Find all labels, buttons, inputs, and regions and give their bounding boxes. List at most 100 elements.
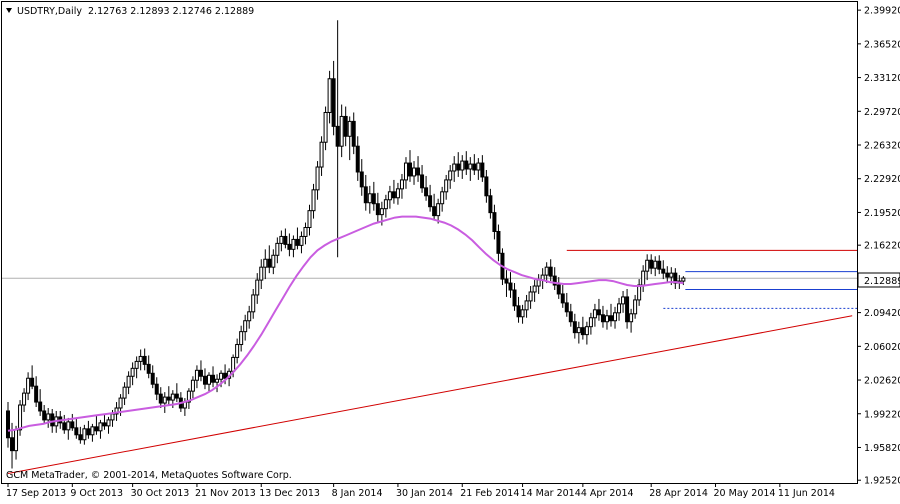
candle-body bbox=[255, 279, 260, 296]
candle-body bbox=[504, 278, 509, 284]
candle-body bbox=[524, 300, 529, 311]
y-tick-label: 2.09420 bbox=[864, 308, 900, 319]
candle-body bbox=[186, 390, 191, 403]
overlay-lines bbox=[2, 249, 857, 474]
y-tick-label: 1.92520 bbox=[864, 476, 900, 487]
candle-body bbox=[223, 372, 228, 379]
y-tick-label: 2.39920 bbox=[864, 6, 900, 17]
candle-body bbox=[259, 266, 264, 281]
x-tick-label: 13 Dec 2013 bbox=[259, 488, 320, 499]
chart-menu-arrow-icon[interactable] bbox=[6, 8, 12, 13]
candle-body bbox=[641, 270, 646, 286]
candle-body bbox=[34, 385, 39, 403]
candle-body bbox=[456, 163, 461, 171]
candle-body bbox=[363, 186, 368, 204]
candle-body bbox=[207, 374, 211, 385]
candle-body bbox=[243, 320, 248, 333]
y-tick-label: 2.22920 bbox=[864, 174, 900, 185]
candle-body bbox=[283, 235, 288, 245]
candle-body bbox=[476, 162, 481, 171]
candle-body bbox=[536, 279, 541, 287]
candle-body bbox=[645, 259, 650, 272]
candle-body bbox=[307, 210, 312, 229]
candle-body bbox=[198, 369, 203, 377]
candle-body bbox=[367, 193, 372, 204]
candle-body bbox=[231, 356, 236, 372]
candle-body bbox=[46, 413, 51, 421]
candle-body bbox=[408, 162, 412, 177]
candle-body bbox=[649, 259, 654, 269]
candle-body bbox=[235, 344, 240, 358]
candle-body bbox=[74, 427, 79, 436]
candle-body bbox=[564, 302, 569, 313]
candle-body bbox=[66, 421, 71, 431]
candle-body bbox=[452, 163, 457, 172]
candle-body bbox=[287, 243, 292, 250]
candle-body bbox=[327, 78, 332, 113]
y-tick-label: 1.95820 bbox=[864, 443, 900, 454]
candle-body bbox=[464, 160, 469, 170]
candle-body bbox=[267, 258, 272, 268]
candle-body bbox=[22, 392, 27, 406]
candle-body bbox=[38, 401, 43, 412]
candle-body bbox=[315, 166, 320, 191]
candle-body bbox=[544, 266, 549, 276]
copyright-text: GCM MetaTrader, © 2001-2014, MetaQuotes … bbox=[6, 470, 292, 481]
candle-body bbox=[588, 317, 593, 328]
candle-body bbox=[343, 115, 348, 137]
y-tick-label: 2.02620 bbox=[864, 376, 900, 387]
candle-body bbox=[604, 315, 609, 323]
candle-body bbox=[629, 313, 634, 323]
x-tick-label: 11 Jun 2014 bbox=[778, 488, 835, 499]
candle-body bbox=[661, 268, 666, 274]
candle-body bbox=[170, 393, 175, 401]
candle-body bbox=[472, 163, 477, 171]
candle-body bbox=[399, 179, 404, 190]
candle-body bbox=[311, 189, 316, 212]
candle-body bbox=[665, 272, 670, 278]
candle-body bbox=[251, 294, 256, 313]
moving-average bbox=[7, 215, 684, 432]
candle-body bbox=[512, 289, 517, 307]
candle-body bbox=[681, 277, 686, 282]
candle-body bbox=[383, 199, 388, 210]
candle-body bbox=[600, 314, 605, 323]
candle-body bbox=[468, 163, 473, 170]
candle-body bbox=[395, 188, 400, 199]
candle-body bbox=[480, 162, 485, 178]
x-axis: 17 Sep 2013 9 Oct 2013 30 Oct 2013 21 Nov 2… bbox=[6, 483, 835, 499]
y-axis: 2.39920 2.36520 2.33120 2.29720 2.26320 2.229… bbox=[857, 6, 900, 487]
candle-body bbox=[460, 160, 465, 171]
moving-average-line bbox=[7, 215, 684, 432]
candle-body bbox=[295, 238, 300, 246]
y-tick-label: 2.16220 bbox=[864, 241, 900, 252]
candle-body bbox=[118, 397, 123, 409]
candle-body bbox=[70, 421, 75, 429]
candle-body bbox=[508, 282, 513, 291]
candle-body bbox=[609, 315, 613, 322]
x-tick-label: 28 Apr 2014 bbox=[649, 488, 708, 499]
candle-body bbox=[351, 120, 356, 147]
candle-body bbox=[6, 410, 10, 439]
candle-body bbox=[488, 195, 493, 214]
candle-body bbox=[625, 296, 630, 323]
candle-body bbox=[412, 167, 417, 177]
candle-body bbox=[190, 379, 195, 392]
candle-body bbox=[299, 235, 304, 246]
candle-body bbox=[110, 413, 115, 421]
y-tick-label: 2.29720 bbox=[864, 107, 900, 118]
candle-body bbox=[98, 422, 103, 432]
candle-body bbox=[14, 429, 19, 452]
candle-body bbox=[416, 167, 421, 176]
candle-body bbox=[138, 355, 143, 362]
candle-body bbox=[194, 369, 199, 381]
candle-body bbox=[528, 291, 533, 302]
x-tick-label: 17 Sep 2013 bbox=[6, 488, 66, 499]
candle-body bbox=[174, 393, 179, 399]
candle-body bbox=[247, 311, 252, 322]
candle-body bbox=[335, 125, 340, 147]
candle-body bbox=[584, 326, 589, 336]
candle-body bbox=[158, 393, 163, 404]
